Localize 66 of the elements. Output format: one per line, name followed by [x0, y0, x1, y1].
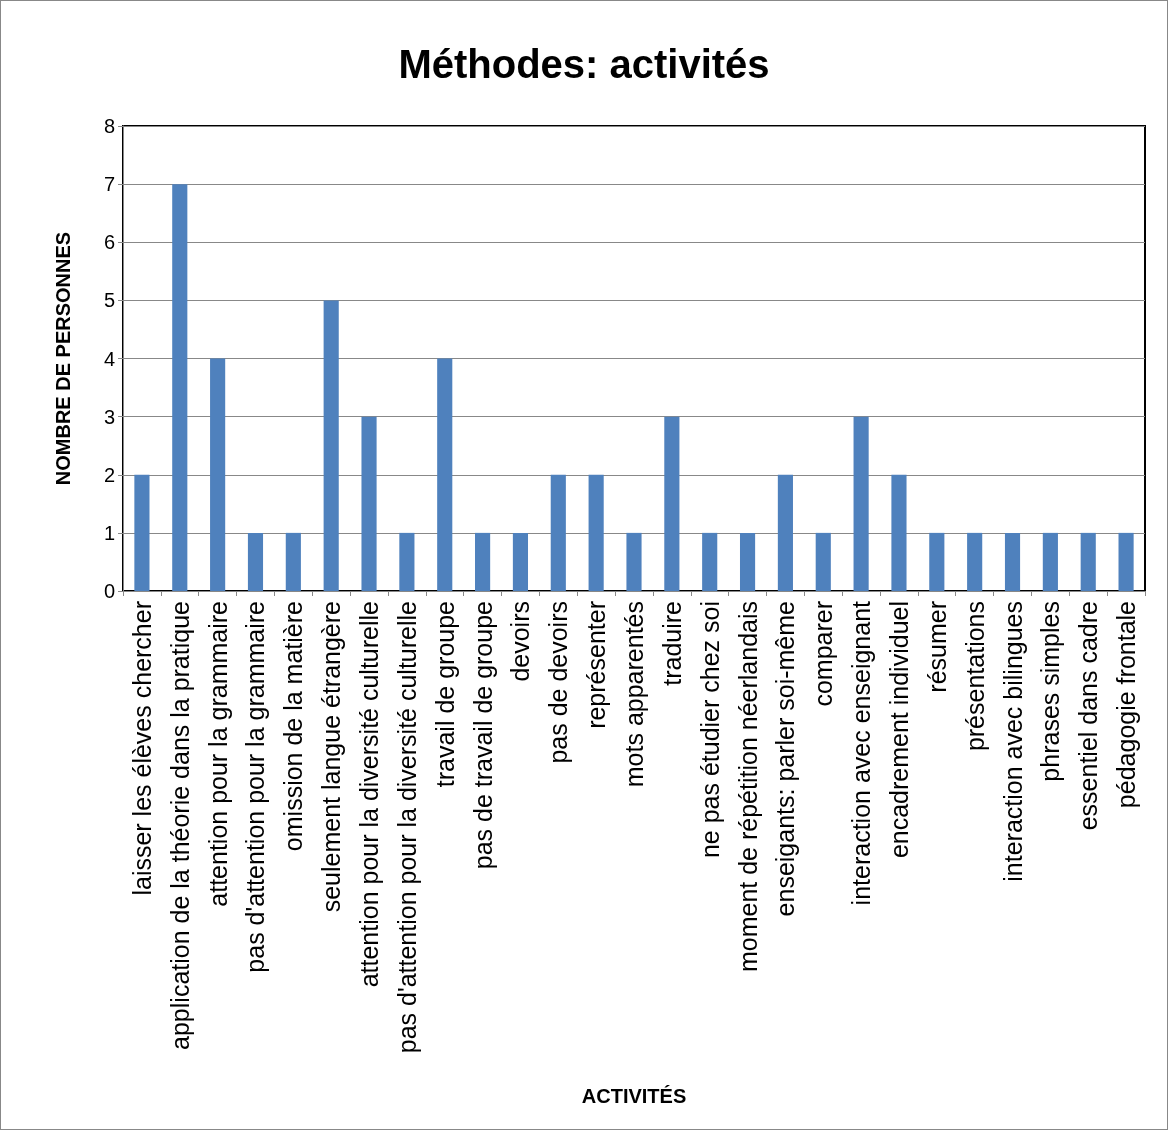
y-tick-label: 6	[103, 231, 115, 254]
y-tick-label: 1	[103, 521, 115, 544]
bar	[512, 532, 529, 591]
y-tick-label: 0	[103, 580, 115, 602]
bar	[475, 532, 491, 591]
bar	[739, 532, 756, 591]
x-tick-label: application de la théorie dans la pratique	[165, 601, 194, 1050]
y-tick-label: 5	[103, 289, 115, 312]
bar	[134, 474, 150, 591]
bar	[1004, 532, 1021, 591]
y-axis-title: NOMBRE DE PERSONNES	[52, 231, 74, 486]
y-tick-label: 4	[103, 347, 115, 370]
bar	[588, 474, 604, 591]
x-tick-label: interaction avec enseignant	[847, 600, 876, 906]
x-tick-label: travail de groupe	[430, 601, 459, 788]
x-tick-label: pas d'attention pour la diversité culturelle	[392, 601, 421, 1054]
x-tick-label: encadrement individuel	[884, 601, 913, 859]
x-tick-label: ne pas étudier chez soi	[695, 601, 724, 859]
bar	[929, 532, 945, 591]
bar	[247, 532, 264, 591]
bar	[285, 532, 301, 591]
bar	[1118, 532, 1134, 591]
x-tick-label: seulement langue étrangère	[317, 601, 346, 913]
bar	[1080, 532, 1096, 591]
x-tick-label: omission de la matière	[279, 601, 308, 852]
x-tick-label: comparer	[809, 601, 838, 707]
bar	[777, 474, 793, 591]
bar	[702, 532, 718, 591]
x-tick-label: mots apparentés	[620, 601, 648, 788]
x-tick-label: phrases simples	[1036, 601, 1065, 782]
bar	[210, 358, 226, 591]
y-tick-label: 7	[103, 173, 115, 196]
bar	[853, 416, 869, 591]
bar	[172, 184, 188, 591]
x-tick-label: attention pour la diversité culturelle	[355, 601, 384, 988]
x-tick-label: traduire	[657, 601, 686, 686]
bar	[361, 416, 377, 591]
x-tick-label: résumer	[922, 601, 951, 693]
y-tick-label: 3	[103, 405, 115, 428]
bar	[664, 416, 680, 591]
bar	[967, 532, 983, 591]
x-tick-label: essentiel dans cadre	[1074, 601, 1103, 831]
y-tick-label: 8	[103, 115, 115, 137]
x-tick-label: interaction avec bilingues	[998, 601, 1027, 882]
x-tick-label: représenter	[582, 601, 611, 729]
bar	[399, 532, 415, 591]
x-tick-label: pédagogie frontale	[1112, 601, 1141, 809]
x-tick-label: pas de travail de groupe	[468, 601, 497, 870]
x-tick-label: moment de répétition néerlandais	[733, 601, 762, 973]
bar	[323, 300, 339, 591]
x-tick-label: présentations	[960, 601, 989, 752]
bar	[891, 474, 907, 591]
bar	[550, 474, 566, 591]
x-tick-label: devoirs	[506, 601, 535, 682]
x-tick-label: pas d'attention pour la grammaire	[241, 601, 270, 973]
x-tick-label: pas de devoirs	[544, 601, 573, 764]
x-tick-label: laisser les élèves chercher	[127, 601, 156, 896]
bar	[626, 532, 642, 591]
bar	[1042, 532, 1058, 591]
x-axis-title: ACTIVITÉS	[581, 1085, 687, 1107]
x-tick-label: attention pour la grammaire	[203, 601, 232, 907]
bar	[437, 358, 453, 591]
y-tick-label: 2	[103, 463, 115, 486]
chart-title: Méthodes: activités	[398, 42, 770, 86]
x-tick-label: enseigants: parler soi-même	[771, 601, 800, 917]
bar	[815, 532, 831, 591]
